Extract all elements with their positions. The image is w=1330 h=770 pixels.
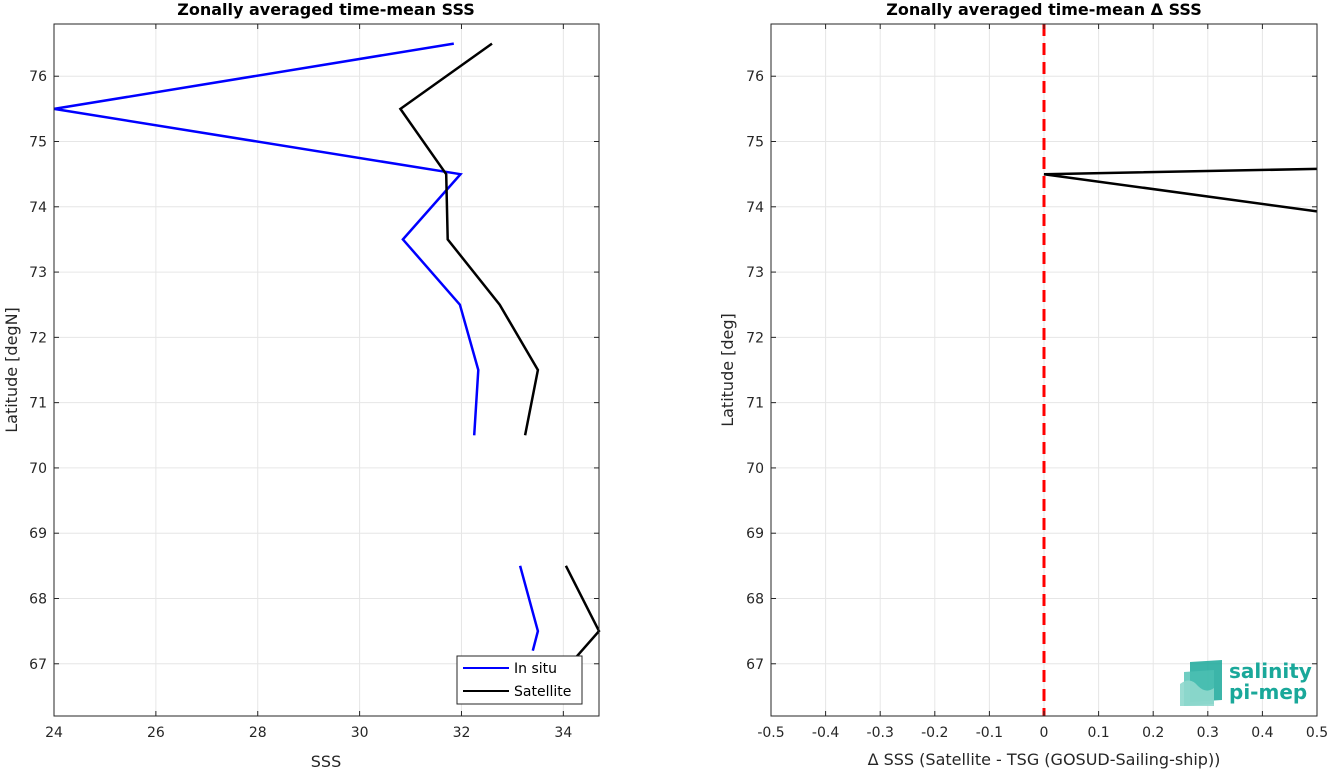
delta-sss-x-tick-label: -0.1 bbox=[976, 725, 1003, 741]
sss-panel-lines bbox=[53, 42, 601, 659]
logo-text-line2: pi-mep bbox=[1229, 680, 1307, 704]
sss-x-tick-label: 28 bbox=[249, 725, 267, 741]
delta-sss-y-tick-label: 68 bbox=[746, 591, 764, 607]
sss-y-tick-label: 68 bbox=[29, 591, 47, 607]
delta-sss-y-tick-label: 72 bbox=[746, 330, 764, 346]
sss-x-tick-label: 24 bbox=[45, 725, 63, 741]
delta-sss-line-series-0 bbox=[1043, 167, 1318, 213]
sss-panel-grid bbox=[53, 24, 599, 716]
delta-sss-y-tick-label: 75 bbox=[746, 135, 764, 151]
delta-sss-y-axis-label: Latitude [deg] bbox=[718, 313, 737, 427]
delta-sss-x-axis-label: Δ SSS (Satellite - TSG (GOSUD-Sailing-sh… bbox=[868, 750, 1221, 769]
sss-line-in-situ bbox=[518, 565, 540, 652]
delta-sss-x-tick-label: -0.4 bbox=[812, 725, 839, 741]
sss-panel-title: Zonally averaged time-mean SSS bbox=[177, 0, 475, 19]
delta-sss-panel-ticks: -0.5 -0.4 -0.3 -0.2 -0.1 0 0.1 0.2 0.3 0.4 0.5 67 68… bbox=[746, 24, 1328, 741]
sss-y-tick-label: 72 bbox=[29, 330, 47, 346]
delta-sss-x-tick-label: 0 bbox=[1040, 725, 1049, 741]
sss-y-tick-label: 76 bbox=[29, 69, 47, 85]
sss-line-in-situ bbox=[53, 42, 480, 436]
sss-y-tick-label: 73 bbox=[29, 265, 47, 281]
delta-sss-x-tick-label: -0.3 bbox=[867, 725, 894, 741]
sss-line-satellite bbox=[398, 42, 540, 436]
delta-sss-y-tick-label: 67 bbox=[746, 657, 764, 673]
delta-sss-x-tick-label: 0.3 bbox=[1197, 725, 1219, 741]
delta-sss-x-tick-label: -0.5 bbox=[757, 725, 784, 741]
logo-text-line1: salinity bbox=[1229, 659, 1312, 683]
sss-x-tick-label: 34 bbox=[554, 725, 572, 741]
delta-sss-y-tick-label: 74 bbox=[746, 200, 764, 216]
legend-label-satellite: Satellite bbox=[514, 684, 571, 700]
sss-x-tick-label: 26 bbox=[147, 725, 165, 741]
logo-wave-icon bbox=[1180, 660, 1222, 706]
delta-sss-x-tick-label: 0.5 bbox=[1306, 725, 1328, 741]
delta-sss-x-tick-label: 0.2 bbox=[1142, 725, 1164, 741]
legend-box bbox=[456, 655, 583, 705]
delta-sss-y-tick-label: 70 bbox=[746, 461, 764, 477]
delta-sss-y-tick-label: 69 bbox=[746, 526, 764, 542]
sss-y-tick-label: 69 bbox=[29, 526, 47, 542]
sss-y-axis-label: Latitude [degN] bbox=[2, 307, 21, 433]
delta-sss-panel-lines bbox=[1043, 167, 1318, 213]
sss-y-tick-label: 75 bbox=[29, 135, 47, 151]
delta-sss-x-tick-label: 0.1 bbox=[1087, 725, 1109, 741]
sss-y-tick-label: 71 bbox=[29, 396, 47, 412]
delta-sss-panel: Zonally averaged time-mean Δ SSS -0.5 -0.… bbox=[718, 0, 1328, 769]
sss-y-tick-label: 70 bbox=[29, 461, 47, 477]
sss-y-tick-label: 67 bbox=[29, 657, 47, 673]
legend-label-in-situ: In situ bbox=[514, 661, 557, 677]
sss-y-tick-label: 74 bbox=[29, 200, 47, 216]
delta-sss-x-tick-label: -0.2 bbox=[921, 725, 948, 741]
delta-sss-y-tick-label: 76 bbox=[746, 69, 764, 85]
sss-panel-ticks: 24 26 28 30 32 34 67 68 69 70 71 72 73 74 75 76 bbox=[29, 24, 599, 741]
sss-panel: Zonally averaged time-mean SSS 24 26 28 30 3… bbox=[2, 0, 601, 770]
delta-sss-y-tick-label: 73 bbox=[746, 265, 764, 281]
salinity-pi-mep-logo: salinity pi-mep bbox=[1180, 659, 1312, 706]
legend: In situ Satellite bbox=[456, 655, 583, 705]
sss-line-satellite bbox=[564, 565, 601, 659]
delta-sss-panel-title: Zonally averaged time-mean Δ SSS bbox=[886, 0, 1202, 19]
sss-x-axis-label: SSS bbox=[311, 752, 341, 770]
sss-x-tick-label: 30 bbox=[351, 725, 369, 741]
sss-panel-axes-box bbox=[53, 23, 600, 717]
delta-sss-y-tick-label: 71 bbox=[746, 396, 764, 412]
sss-x-tick-label: 32 bbox=[453, 725, 471, 741]
delta-sss-x-tick-label: 0.4 bbox=[1251, 725, 1273, 741]
